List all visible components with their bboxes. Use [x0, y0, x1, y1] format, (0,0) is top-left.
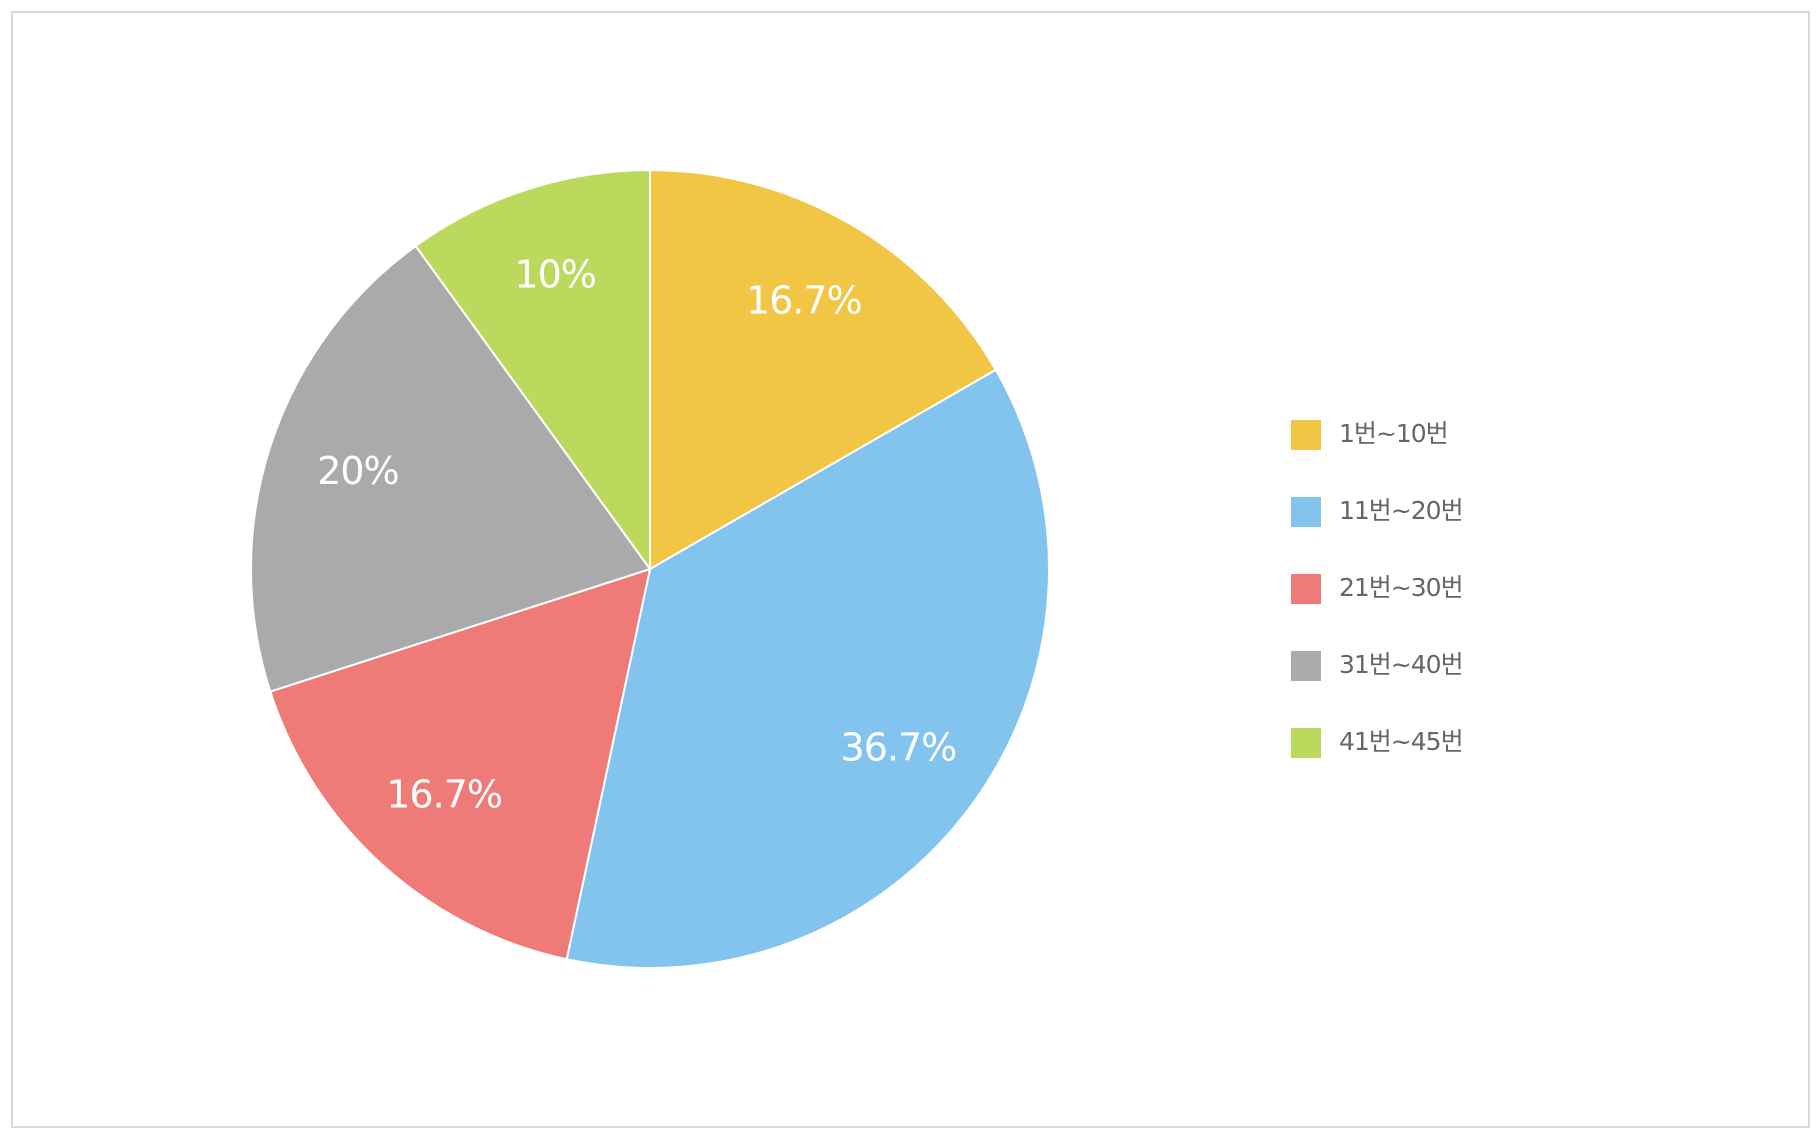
pie-slice	[565, 368, 1050, 969]
pie-slice	[649, 168, 998, 571]
value-label: 16.7%	[746, 279, 862, 323]
value-label: 20%	[317, 449, 398, 493]
pie-slice	[414, 168, 651, 573]
legend-label: 21번~30번	[1339, 573, 1463, 602]
value-label: 36.7%	[841, 725, 957, 769]
value-label: 10%	[514, 252, 595, 296]
pie-slice	[269, 567, 652, 961]
legend-swatch	[1291, 420, 1321, 450]
legend-label: 41번~45번	[1339, 727, 1463, 756]
legend-label: 1번~10번	[1339, 419, 1448, 448]
value-label: 16.7%	[386, 773, 502, 817]
legend-swatch	[1291, 574, 1321, 604]
pie-slice	[250, 244, 652, 693]
legend-swatch	[1291, 497, 1321, 527]
legend-swatch	[1291, 651, 1321, 681]
legend-label: 11번~20번	[1339, 496, 1463, 525]
legend-swatch	[1291, 728, 1321, 758]
legend-label: 31번~40번	[1339, 650, 1463, 679]
